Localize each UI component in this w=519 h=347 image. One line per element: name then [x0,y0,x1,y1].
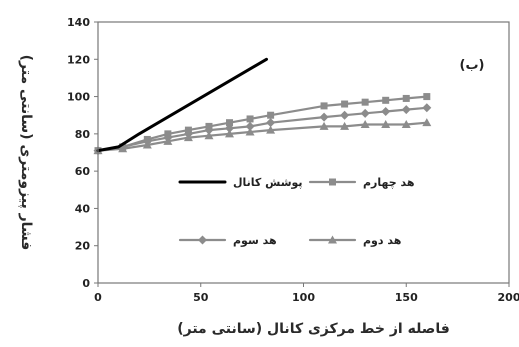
y-tick-label-2: 40 [75,202,91,215]
y-tick-label-4: 80 [75,128,91,141]
series-3-point-13 [401,120,411,129]
x-axis-title: فاصله از خط مرکزی کانال (سانتی متر) [177,321,450,337]
legend-label-0: پوشش کانال [233,176,303,189]
legend-label-1: هد چهارم [363,176,415,189]
series-3-point-14 [422,118,432,127]
series-1-point-7 [246,115,254,123]
series-3-point-11 [360,120,370,129]
legend-marker-3 [328,235,337,244]
panel-label: (ب) [460,58,485,73]
y-tick-label-3: 60 [75,165,91,178]
series-1-point-11 [361,98,369,106]
y-tick-label-0: 0 [82,277,90,290]
series-2-point-14 [422,103,432,113]
series-0 [96,57,268,153]
series-3-point-5 [204,131,214,140]
legend: پوشش کانال هد چهارم هد سوم هد دوم [178,176,415,247]
series-2-point-13 [401,105,411,115]
x-tick-label-3: 150 [395,291,418,304]
series-3-point-6 [225,129,235,138]
series-layer [93,57,432,156]
legend-marker-1 [329,178,336,186]
legend-label-3: هد دوم [363,234,401,247]
series-2-point-8 [266,118,276,128]
legend-marker-2 [198,235,207,245]
series-1-point-10 [341,100,349,108]
series-2-point-9 [319,112,329,122]
x-tick-label-2: 100 [292,291,315,304]
y-tick-label-7: 140 [67,16,90,29]
series-2-point-7 [245,121,255,131]
series-3-point-10 [340,121,350,130]
series-3-point-8 [266,125,276,134]
series-2-point-10 [340,110,350,120]
series-1-point-14 [423,93,431,101]
series-1-point-9 [320,102,328,110]
ticks-layer: 0 20 40 60 80 100 120 140 0 50 100 150 200 [67,16,519,304]
series-1-point-8 [267,111,275,119]
series-2-point-12 [381,106,391,116]
legend-item-3: هد دوم [308,234,401,247]
series-1-point-1 [119,143,127,151]
legend-label-2: هد سوم [233,234,277,247]
x-tick-label-0: 0 [94,291,102,304]
series-3 [93,118,432,155]
legend-item-1: هد چهارم [308,176,415,189]
series-1-point-12 [382,96,390,104]
series-1-point-6 [226,119,234,127]
x-tick-label-1: 50 [193,291,209,304]
series-1-point-5 [205,122,213,130]
series-0-line [96,57,268,153]
series-3-point-9 [319,121,329,130]
y-tick-label-1: 20 [75,240,91,253]
series-1-point-4 [184,126,192,134]
plot-frame [97,21,510,284]
x-tick-label-4: 200 [498,291,519,304]
y-tick-label-6: 120 [67,53,90,66]
series-3-point-12 [381,120,391,129]
series-1-point-3 [164,130,172,138]
legend-item-0: پوشش کانال [178,176,303,189]
series-1-point-13 [402,94,410,102]
y-axis-title: فشار پیزومتری (سانتی متر) [18,55,34,251]
legend-item-2: هد سوم [178,234,277,247]
series-3-point-7 [245,127,255,136]
y-tick-label-5: 100 [67,91,90,104]
series-2-point-11 [360,108,370,118]
series-1-point-2 [143,135,151,143]
